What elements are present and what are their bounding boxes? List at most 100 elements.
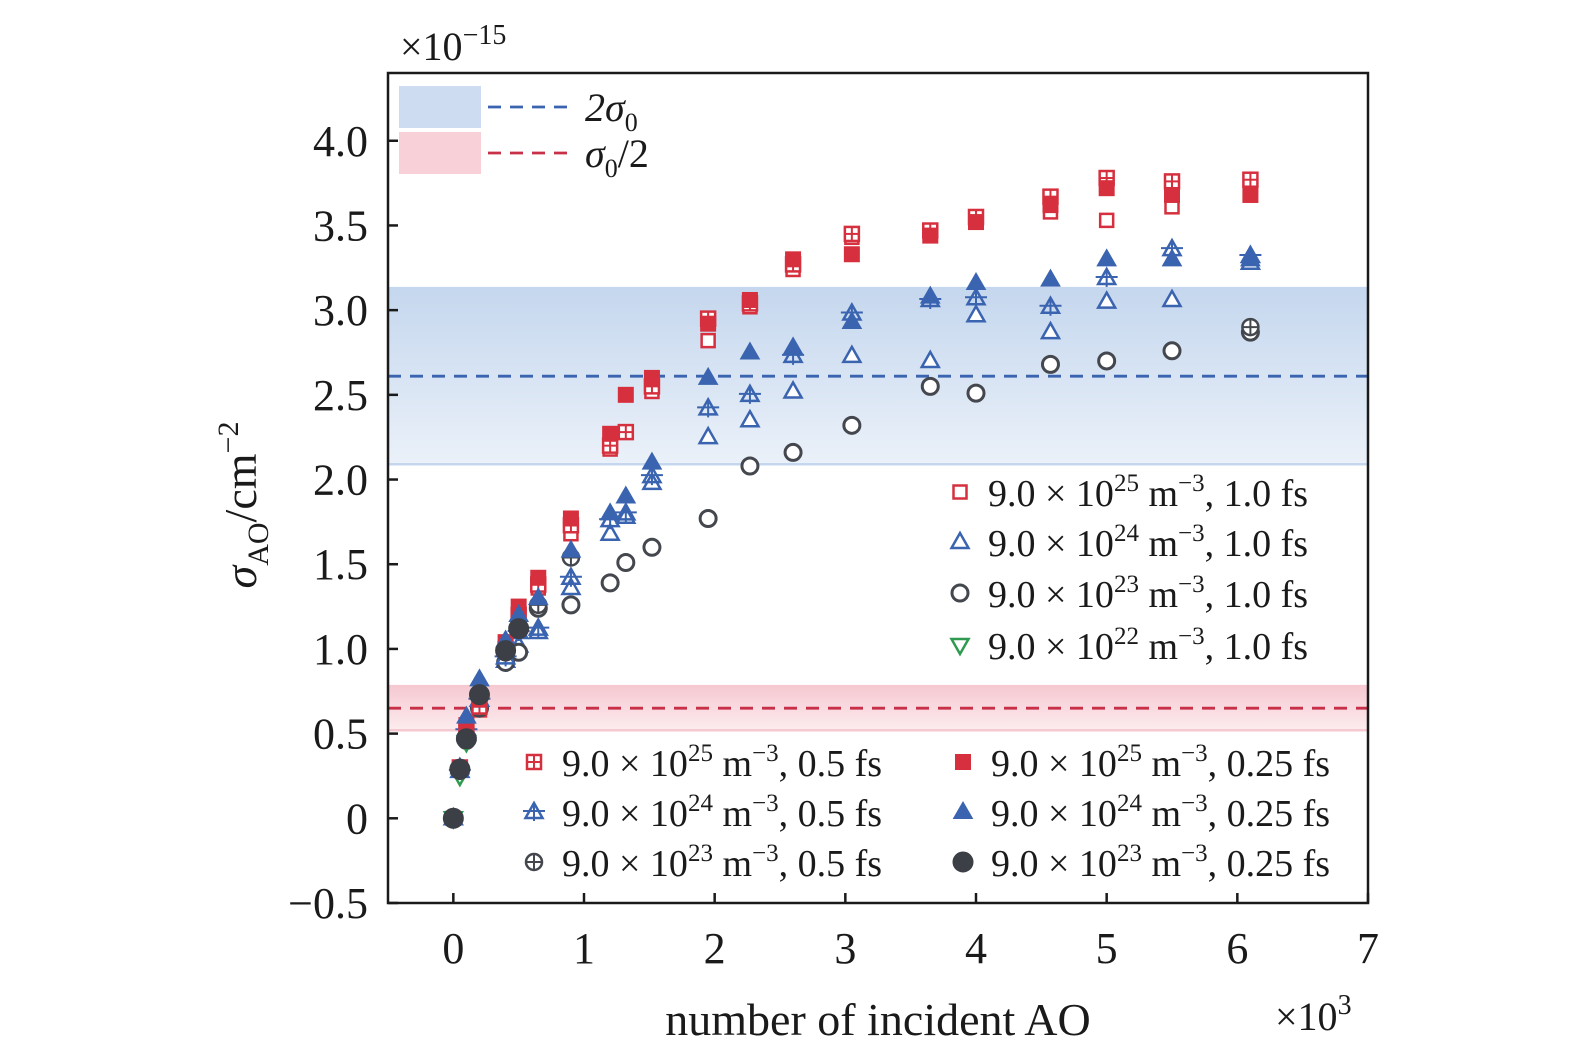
data-point-s2-8 [616,553,636,573]
legend-label: 9.0 × 1023 m−3, 0.5 fs [562,840,882,885]
legend-marker [949,530,971,550]
x-tick-label: 6 [1226,924,1248,973]
y-tick-label: −0.5 [288,879,368,928]
data-point-s1-17 [1096,290,1118,309]
data-point-s4-13 [843,225,861,243]
plot-frame [386,71,1370,905]
legend-entry-8: 9.0 × 1024 m−3, 0.25 fs [952,790,1330,835]
data-point-s1-18 [1161,288,1183,308]
legend-entry-2: 9.0 × 1023 m−3, 1.0 fs [950,571,1308,616]
data-point-s7-17 [1098,180,1115,197]
data-point-s8-2 [469,668,490,687]
legend-entry-9: 9.0 × 1023 m−3, 0.25 fs [952,840,1330,885]
data-point-s8-8 [615,485,637,504]
data-point-s2-11 [740,456,760,476]
data-point-s8-15 [965,272,987,291]
data-point-s7-18 [1164,186,1180,203]
data-point-s8-14 [919,285,941,304]
y-tick-label: 2.5 [313,371,368,420]
x-tick-label: 4 [965,924,987,973]
data-point-s2-9 [642,537,662,557]
band-legend-swatch [399,132,481,174]
data-point-s8-5 [527,587,549,606]
legend-entry-7: 9.0 × 1025 m−3, 0.25 fs [955,740,1330,785]
data-point-s8-7 [599,502,621,521]
legend-entry-1: 9.0 × 1024 m−3, 1.0 fs [949,520,1308,565]
x-tick-label: 3 [834,924,856,973]
data-point-s4-8 [617,423,635,441]
legend-entry-4: 9.0 × 1025 m−3, 0.5 fs [525,740,882,785]
legend-label: 9.0 × 1023 m−3, 1.0 fs [988,571,1308,616]
data-point-s2-12 [783,442,803,462]
y-tick-label: 1.5 [313,540,368,589]
data-point-s8-19 [1240,248,1261,267]
legend-marker [952,851,974,873]
legend-marker [952,800,974,819]
band-legend-label: 2σ0 [585,85,638,137]
legend-label: 9.0 × 1025 m−3, 1.0 fs [988,470,1308,515]
legend-entry-3: 9.0 × 1022 m−3, 1.0 fs [949,623,1308,668]
legend-marker [949,637,971,657]
y-tick-label: 3.5 [313,201,368,250]
legend-label: 9.0 × 1024 m−3, 0.5 fs [562,790,882,835]
data-point-s8-10 [697,366,719,385]
data-point-s9-5 [508,618,530,640]
data-point-s8-11 [739,341,761,360]
data-point-s7-15 [968,214,984,231]
data-point-s8-18 [1161,248,1183,267]
data-points [442,169,1262,830]
data-point-s7-12 [785,251,802,268]
data-point-s8-1 [456,705,477,724]
data-point-s5-8 [614,501,637,523]
data-point-s7-9 [643,369,660,386]
y-tick-label: 0 [346,794,368,843]
band-legend-label: σ0/2 [585,131,649,183]
y-multiplier: ×10−15 [400,20,506,69]
y-tick-label: 4.0 [313,117,368,166]
data-point-s2-7 [600,573,620,593]
data-point-s7-19 [1242,186,1259,203]
data-point-s2-17 [1097,351,1117,371]
legend-label: 9.0 × 1024 m−3, 1.0 fs [988,520,1308,565]
band-legend-1: σ0/2 [399,131,649,183]
x-tick-label: 0 [442,924,464,973]
data-point-s5-17 [1095,266,1118,287]
data-point-s9-0 [442,807,464,829]
data-point-s8-6 [560,539,582,558]
data-point-s5-16 [1039,295,1062,316]
y-axis-title: σAO/cm−2 [212,422,275,589]
data-point-s7-7 [602,425,619,442]
legend-label: 9.0 × 1024 m−3, 0.25 fs [991,790,1330,835]
data-point-s4-18 [1163,173,1181,190]
data-point-s1-16 [1039,320,1062,340]
data-point-s1-7 [599,522,621,541]
data-point-s1-13 [841,344,863,364]
axes: 0 1 2 3 4 5 6 7 −0.5 0 0.5 1.0 1.5 2.0 2.5 3.0 3.5 4.0 [288,71,1379,973]
data-point-s5-10 [697,396,720,418]
data-point-s9-2 [455,728,477,750]
x-tick-label: 2 [704,924,726,973]
data-point-s2-13 [842,415,862,435]
y-tick-label: 2.0 [313,456,368,505]
band-legend-0: 2σ0 [399,85,638,137]
data-point-s2-10 [698,508,718,528]
data-point-s5-11 [738,383,761,404]
y-tick-label: 0.5 [313,710,368,759]
legend-marker [955,754,971,770]
legend-marker [950,583,970,603]
data-point-s1-10 [697,425,719,445]
data-point-s5-6 [559,566,582,587]
legend-marker [952,484,968,500]
data-point-s7-14 [922,227,939,244]
data-point-s8-13 [841,310,863,329]
data-point-s5-9 [640,464,663,486]
data-point-s2-18 [1162,341,1182,361]
data-point-s8-16 [1040,268,1061,287]
band-legend-swatch [399,86,481,128]
legend-entry-0: 9.0 × 1025 m−3, 1.0 fs [952,470,1308,515]
reference-bands [388,286,1368,732]
data-point-s7-13 [843,246,860,263]
data-point-s7-5 [530,569,547,586]
data-point-s0-10 [700,332,716,349]
